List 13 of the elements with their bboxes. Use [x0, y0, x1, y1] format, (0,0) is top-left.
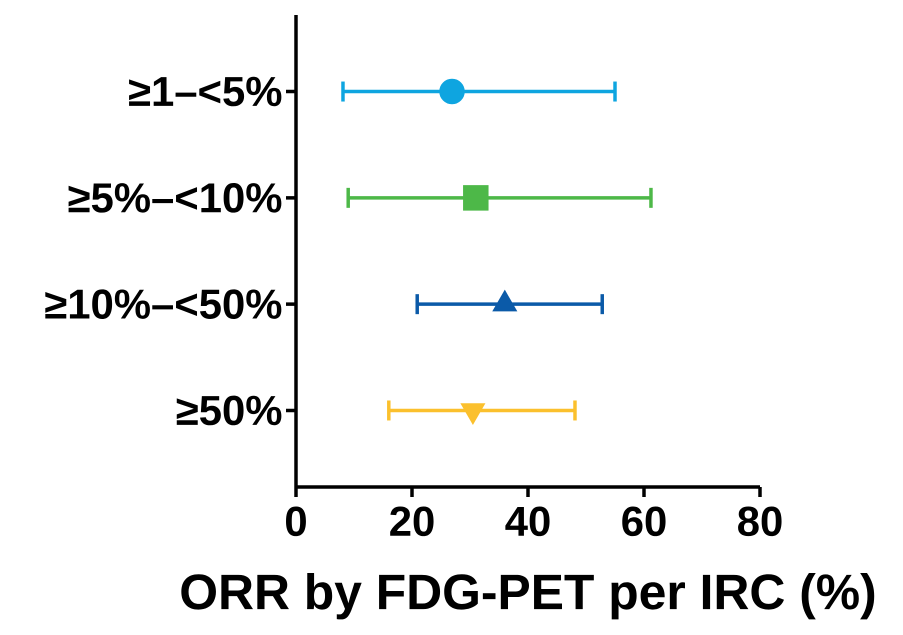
point — [462, 403, 484, 424]
x-tick-label: 0 — [286, 506, 306, 536]
point — [463, 185, 489, 211]
y-tick-label: ≥5%–<10% — [68, 183, 282, 213]
x-tick-label: 20 — [390, 506, 434, 536]
x-tick-label: 60 — [622, 506, 666, 536]
x-axis-title: ORR by FDG-PET per IRC (%) — [181, 572, 874, 620]
x-tick-label: 40 — [505, 506, 550, 536]
point — [439, 78, 465, 104]
y-tick-label: ≥10%–<50% — [45, 289, 282, 319]
y-tick-label: ≥1–<5% — [129, 76, 282, 106]
y-tick-label: ≥50% — [176, 396, 282, 426]
x-tick-label: 80 — [738, 506, 782, 536]
